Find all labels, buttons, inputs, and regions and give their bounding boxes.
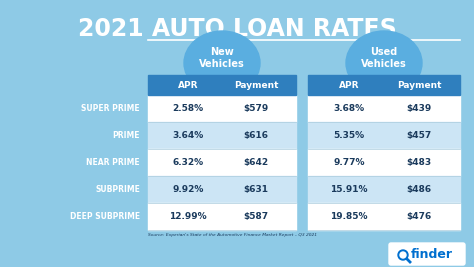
FancyBboxPatch shape — [148, 149, 296, 176]
FancyBboxPatch shape — [148, 95, 296, 122]
Circle shape — [398, 250, 408, 260]
Text: $587: $587 — [244, 212, 269, 221]
Text: New
Vehicles: New Vehicles — [199, 47, 245, 69]
FancyBboxPatch shape — [308, 122, 460, 149]
Circle shape — [400, 252, 406, 258]
Text: $457: $457 — [406, 131, 432, 140]
Text: 2021 AUTO LOAN RATES: 2021 AUTO LOAN RATES — [78, 17, 396, 41]
FancyBboxPatch shape — [148, 176, 296, 203]
Text: 19.85%: 19.85% — [330, 212, 368, 221]
Text: $631: $631 — [244, 185, 269, 194]
Text: APR: APR — [339, 80, 359, 89]
Text: $476: $476 — [406, 212, 432, 221]
FancyBboxPatch shape — [308, 203, 460, 230]
Text: SUBPRIME: SUBPRIME — [95, 185, 140, 194]
Text: 3.68%: 3.68% — [334, 104, 365, 113]
FancyBboxPatch shape — [308, 95, 460, 122]
Text: $616: $616 — [244, 131, 269, 140]
FancyBboxPatch shape — [308, 75, 460, 95]
Text: $486: $486 — [406, 185, 431, 194]
Text: 6.32%: 6.32% — [173, 158, 203, 167]
FancyBboxPatch shape — [148, 122, 296, 149]
Text: 12.99%: 12.99% — [169, 212, 207, 221]
Text: 3.64%: 3.64% — [173, 131, 204, 140]
Text: $439: $439 — [406, 104, 432, 113]
Text: 9.77%: 9.77% — [333, 158, 365, 167]
Text: 9.92%: 9.92% — [172, 185, 204, 194]
Text: APR: APR — [178, 80, 198, 89]
Text: 2.58%: 2.58% — [173, 104, 203, 113]
Text: Payment: Payment — [234, 80, 278, 89]
Text: $579: $579 — [244, 104, 269, 113]
FancyBboxPatch shape — [308, 149, 460, 176]
Ellipse shape — [346, 31, 422, 95]
Text: $483: $483 — [406, 158, 431, 167]
Text: NEAR PRIME: NEAR PRIME — [86, 158, 140, 167]
Text: $642: $642 — [244, 158, 269, 167]
Text: PRIME: PRIME — [112, 131, 140, 140]
Text: 5.35%: 5.35% — [334, 131, 365, 140]
FancyBboxPatch shape — [148, 75, 296, 95]
Ellipse shape — [184, 31, 260, 95]
Text: DEEP SUBPRIME: DEEP SUBPRIME — [70, 212, 140, 221]
FancyBboxPatch shape — [308, 176, 460, 203]
Text: finder: finder — [411, 249, 453, 261]
Text: SUPER PRIME: SUPER PRIME — [82, 104, 140, 113]
FancyBboxPatch shape — [148, 203, 296, 230]
Text: Payment: Payment — [397, 80, 441, 89]
FancyBboxPatch shape — [389, 243, 465, 265]
Text: Used
Vehicles: Used Vehicles — [361, 47, 407, 69]
Text: Source: Experian's State of the Automotive Finance Market Report – Q3 2021: Source: Experian's State of the Automoti… — [148, 233, 317, 237]
Text: 15.91%: 15.91% — [330, 185, 368, 194]
